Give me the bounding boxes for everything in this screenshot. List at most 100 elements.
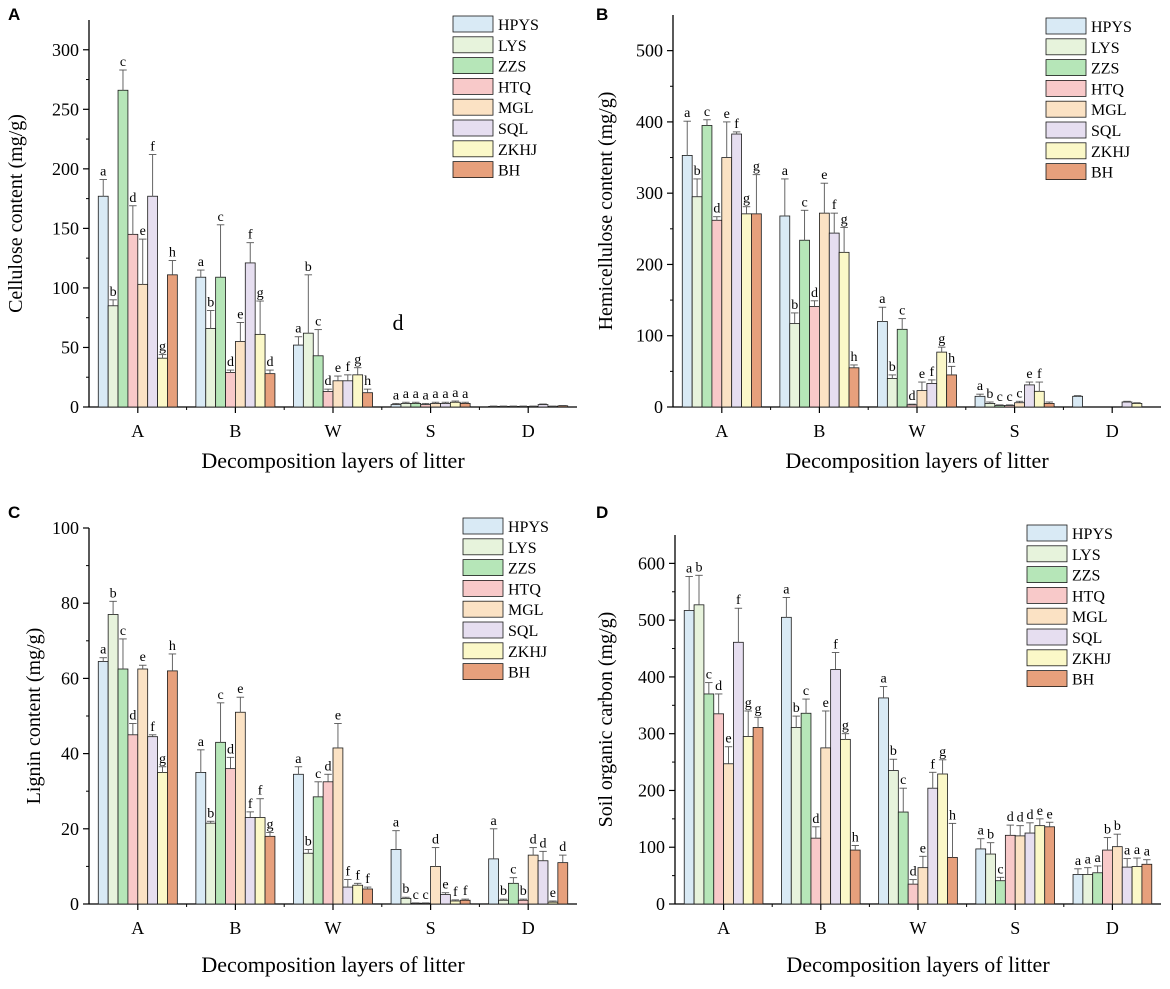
chart-panel-d: D 0 100 200 300 400 500 600 Soil organic carbon … (595, 503, 1161, 977)
legend-swatch-mgl (1045, 100, 1087, 118)
significance-label: a (393, 816, 400, 831)
bar-lys (498, 899, 509, 905)
significance-label: g (753, 160, 760, 175)
bar-bh (362, 888, 373, 905)
legend-label: BH (508, 665, 531, 682)
panel-letter: A (8, 5, 20, 24)
bar-hpys (488, 858, 499, 905)
significance-label: a (295, 752, 302, 767)
y-tick-label: 100 (638, 837, 665, 857)
legend-swatch-zkhj (1026, 649, 1068, 667)
x-tick-label: A (715, 421, 728, 441)
bar-htq (322, 391, 334, 408)
bar-zzs (897, 811, 909, 905)
significance-label: c (801, 195, 807, 210)
x-tick-label: D (1106, 421, 1119, 441)
y-tick-label: 100 (636, 326, 663, 346)
bar-bh (1044, 826, 1055, 905)
x-tick-label: W (910, 918, 927, 938)
y-tick-label: 0 (654, 397, 663, 417)
bar-lys (789, 323, 801, 408)
bar-bh (557, 862, 569, 905)
significance-label: d (530, 833, 537, 848)
bar-mgl (723, 763, 734, 905)
significance-label: a (684, 106, 691, 121)
bar-bh (557, 405, 569, 408)
bar-htq (1004, 834, 1016, 905)
legend-swatch-mgl (462, 600, 504, 618)
bar-sql (440, 403, 451, 408)
bar-zkhj (1131, 866, 1143, 905)
x-tick-label: S (1010, 918, 1020, 938)
significance-label: d (227, 355, 234, 370)
significance-label: g (743, 192, 750, 207)
significance-label: a (462, 387, 469, 402)
significance-label: a (100, 643, 107, 658)
significance-label: c (1007, 390, 1013, 405)
legend: HPYS LYS ZZS HTQ MGL SQL ZKHJ BH (1026, 524, 1113, 689)
bar-mgl (234, 341, 246, 408)
bar-zkhj (936, 351, 948, 408)
bar-zzs (312, 355, 324, 408)
bar-mgl (430, 403, 441, 408)
legend-label: ZZS (508, 561, 536, 578)
significance-label: e (920, 841, 926, 856)
significance-label: c (803, 684, 809, 699)
bar-bh (1043, 403, 1055, 408)
panel-letter: C (8, 503, 20, 522)
legend-swatch-bh (452, 161, 494, 179)
legend-swatch-zkhj (462, 642, 504, 660)
significance-label: a (1075, 854, 1082, 869)
legend-label: BH (498, 163, 521, 180)
y-tick-label: 60 (61, 668, 79, 688)
significance-label: d (1017, 811, 1024, 826)
y-tick-label: 150 (52, 218, 79, 238)
bar-sql (926, 383, 938, 408)
significance-label: d (1007, 810, 1014, 825)
significance-label: c (413, 888, 419, 903)
significance-label: g (842, 719, 849, 734)
y-tick-label: 0 (70, 397, 79, 417)
bar-mgl (234, 711, 246, 905)
significance-label: a (1095, 851, 1102, 866)
bar-bh (848, 367, 860, 408)
significance-label: f (355, 868, 360, 883)
x-tick-label: A (717, 918, 730, 938)
significance-label: a (686, 561, 693, 576)
significance-label: d (325, 759, 332, 774)
significance-label: b (695, 560, 702, 575)
bar-sql (1121, 866, 1133, 905)
bar-mgl (527, 854, 539, 905)
legend-label: LYS (1072, 547, 1101, 564)
legend-label: MGL (508, 602, 544, 619)
significance-label: a (403, 387, 410, 402)
significance-label: g (939, 745, 946, 760)
significance-label: d (432, 833, 439, 848)
significance-label: c (706, 668, 712, 683)
significance-label: h (364, 374, 371, 389)
y-tick-label: 100 (52, 278, 79, 298)
bar-zkhj (352, 374, 364, 408)
legend: HPYS LYS ZZS HTQ MGL SQL ZKHJ BH (452, 15, 539, 180)
significance-label: c (997, 390, 1003, 405)
significance-label: g (354, 353, 361, 368)
significance-label: a (879, 292, 886, 307)
significance-label: e (335, 709, 341, 724)
legend-label: HPYS (1072, 526, 1113, 543)
significance-label: d (1026, 808, 1033, 823)
significance-label: b (1114, 819, 1121, 834)
x-tick-label: A (131, 918, 144, 938)
legend-swatch-zkhj (1045, 142, 1087, 160)
y-axis-title: Hemicellulose content (mg/g) (595, 92, 617, 331)
bar-hpys (390, 849, 402, 905)
bar-mgl (137, 283, 149, 408)
bar-htq (225, 768, 236, 905)
y-tick-label: 80 (61, 593, 79, 613)
y-tick-label: 0 (656, 894, 665, 914)
bar-zkhj (742, 736, 754, 905)
x-tick-label: D (1106, 918, 1119, 938)
bar-htq (810, 837, 822, 905)
bar-mgl (137, 668, 149, 905)
significance-label: b (889, 360, 896, 375)
